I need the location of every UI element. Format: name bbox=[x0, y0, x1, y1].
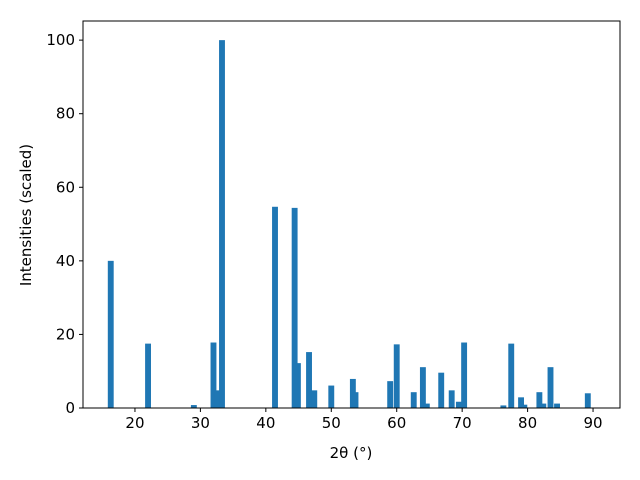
bar bbox=[145, 343, 151, 408]
bar bbox=[210, 342, 217, 408]
bar bbox=[500, 405, 507, 408]
bar bbox=[540, 403, 547, 408]
x-tick-label: 50 bbox=[322, 414, 341, 432]
y-tick-label: 0 bbox=[65, 399, 75, 417]
x-tick-label: 90 bbox=[583, 414, 602, 432]
bar bbox=[291, 207, 298, 408]
bar bbox=[311, 390, 318, 408]
bar bbox=[190, 405, 197, 408]
bar bbox=[272, 206, 278, 408]
bar bbox=[387, 381, 394, 408]
y-tick-label: 20 bbox=[56, 325, 75, 343]
x-tick-label: 80 bbox=[518, 414, 537, 432]
y-tick-label: 60 bbox=[56, 178, 75, 196]
bar bbox=[294, 363, 301, 408]
bar bbox=[508, 343, 515, 408]
x-tick-label: 70 bbox=[453, 414, 472, 432]
bar bbox=[306, 352, 312, 408]
bar bbox=[393, 344, 400, 408]
bar bbox=[461, 342, 468, 408]
bar bbox=[448, 390, 455, 408]
bar bbox=[438, 372, 445, 408]
y-axis-label: Intensities (scaled) bbox=[17, 144, 35, 286]
bar bbox=[328, 385, 335, 408]
bar bbox=[521, 404, 528, 408]
plot-frame bbox=[82, 20, 621, 409]
x-axis-label: 2θ (°) bbox=[330, 444, 373, 462]
y-tick-label: 100 bbox=[46, 31, 75, 49]
bar bbox=[107, 260, 114, 408]
bar bbox=[554, 403, 560, 408]
y-tick-label: 80 bbox=[56, 105, 75, 123]
x-tick-label: 40 bbox=[256, 414, 275, 432]
bar bbox=[419, 367, 426, 408]
bar bbox=[423, 403, 430, 408]
bar bbox=[219, 40, 225, 409]
bar bbox=[214, 390, 221, 408]
x-tick-label: 30 bbox=[191, 414, 210, 432]
bar bbox=[584, 393, 591, 408]
x-tick-label: 60 bbox=[387, 414, 406, 432]
x-tick-label: 20 bbox=[125, 414, 144, 432]
bar bbox=[536, 392, 543, 408]
bar bbox=[547, 367, 554, 408]
bar bbox=[518, 397, 524, 408]
bar bbox=[410, 392, 417, 408]
y-tick-label: 40 bbox=[56, 252, 75, 270]
bar bbox=[352, 392, 359, 408]
bar bbox=[455, 401, 462, 408]
